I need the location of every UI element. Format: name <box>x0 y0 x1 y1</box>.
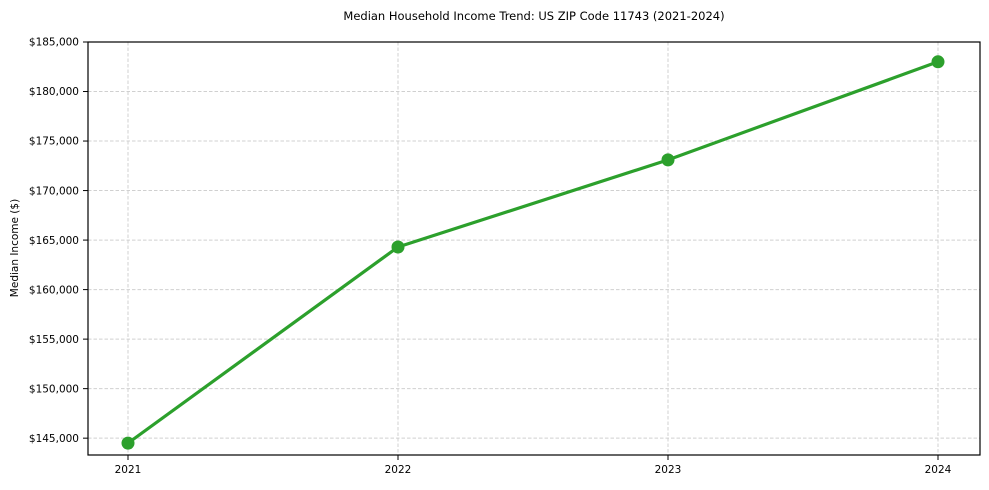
chart-title: Median Household Income Trend: US ZIP Co… <box>343 9 725 23</box>
y-tick-label: $180,000 <box>29 86 79 98</box>
y-axis-label: Median Income ($) <box>9 198 21 298</box>
data-point <box>661 153 675 167</box>
plot-border <box>87 41 981 456</box>
data-point <box>391 240 405 254</box>
y-tick-label: $185,000 <box>29 37 79 49</box>
x-tick-label: 2022 <box>385 464 412 476</box>
data-point <box>121 436 135 450</box>
y-tick-label: $160,000 <box>29 284 79 296</box>
data-point <box>931 55 945 69</box>
y-tick-label: $145,000 <box>29 433 79 445</box>
x-tick-label: 2021 <box>115 464 142 476</box>
y-tick-label: $175,000 <box>29 136 79 148</box>
y-tick-label: $165,000 <box>29 235 79 247</box>
x-tick-label: 2023 <box>655 464 682 476</box>
trend-line <box>126 60 940 445</box>
x-tick-label: 2024 <box>925 464 952 476</box>
y-tick-label: $170,000 <box>29 185 79 197</box>
y-tick-label: $150,000 <box>29 383 79 395</box>
y-tick-label: $155,000 <box>29 334 79 346</box>
